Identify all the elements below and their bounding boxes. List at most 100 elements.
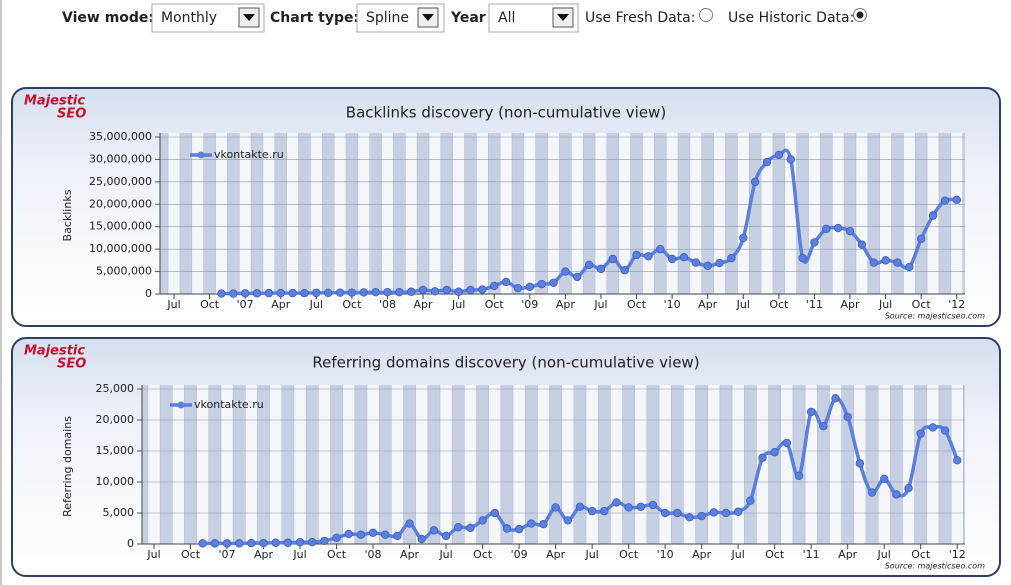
logo-text: Majestic — [24, 94, 85, 109]
x-tick-label: Apr — [841, 298, 861, 311]
data-point — [240, 289, 250, 298]
data-point — [608, 254, 618, 264]
y-axis-label: Referring domains — [61, 416, 74, 517]
x-tick-label: Apr — [271, 298, 291, 311]
x-tick-label: Oct — [627, 298, 647, 311]
plot-band — [817, 385, 830, 544]
y-tick-label: 10,000,000 — [89, 242, 152, 255]
data-point — [381, 530, 390, 539]
data-point — [600, 506, 609, 516]
data-point — [276, 288, 285, 298]
data-point — [819, 422, 828, 431]
plot-band — [938, 385, 952, 544]
plot-band — [719, 385, 733, 544]
radio-button[interactable] — [853, 8, 867, 22]
data-point — [798, 253, 807, 263]
data-point — [587, 506, 597, 516]
view-mode-value: Monthly — [161, 10, 217, 26]
x-tick-label: Jul — [438, 548, 452, 561]
x-tick-label: '09 — [521, 298, 538, 311]
data-point — [632, 250, 641, 260]
data-point — [703, 261, 712, 270]
x-tick-label: Oct — [619, 548, 639, 561]
data-point — [928, 211, 938, 220]
data-point — [393, 531, 402, 541]
legend-label: vkontakte.ru — [194, 398, 264, 411]
plot-band — [427, 385, 440, 544]
plot-band — [160, 385, 173, 544]
data-point — [514, 524, 524, 534]
plot-band — [500, 385, 514, 544]
x-tick-label: Jul — [292, 548, 306, 561]
data-point — [537, 279, 546, 289]
x-tick-label: Apr — [556, 298, 576, 311]
plot-band — [403, 385, 416, 544]
data-point — [573, 272, 582, 282]
x-tick-label: '12 — [949, 548, 966, 561]
x-tick-label: Apr — [400, 548, 420, 561]
plot-band — [417, 133, 429, 294]
x-tick-label: '10 — [664, 298, 681, 311]
year-select[interactable]: All — [488, 3, 579, 33]
data-point — [429, 526, 439, 535]
data-point — [454, 287, 463, 296]
data-point — [344, 529, 353, 539]
x-tick-label: Apr — [838, 548, 858, 561]
plot-band — [678, 133, 690, 294]
data-point — [234, 539, 244, 548]
radio-ring — [699, 8, 713, 22]
chart-title: Referring domains discovery (non-cumulat… — [312, 354, 699, 372]
plot-band — [142, 385, 148, 544]
x-tick-label: Oct — [342, 298, 362, 311]
plot-band — [476, 385, 489, 544]
legend-marker — [177, 401, 185, 409]
data-point — [502, 524, 512, 533]
chart-type-select[interactable]: Spline — [356, 3, 445, 33]
y-tick-label: 30,000,000 — [89, 152, 152, 165]
data-point — [928, 423, 938, 432]
x-tick-label: Jul — [309, 298, 323, 311]
plot-band — [298, 133, 311, 294]
plot-band — [274, 133, 287, 294]
data-point — [750, 177, 760, 187]
data-point — [549, 278, 558, 287]
data-point — [855, 459, 865, 468]
data-point — [869, 258, 878, 267]
chart-type-label: Chart type: — [270, 10, 359, 26]
plot-band — [160, 133, 169, 294]
data-point — [466, 285, 475, 295]
plot-band — [306, 385, 319, 544]
data-point — [596, 264, 606, 274]
data-point — [466, 523, 475, 533]
chart-title: Backlinks discovery (non-cumulative view… — [346, 104, 666, 122]
x-tick-label: '08 — [365, 548, 382, 561]
plot-band — [525, 385, 538, 544]
data-point — [513, 283, 523, 293]
plot-band — [915, 133, 928, 294]
view-mode-select[interactable]: Monthly — [151, 3, 265, 33]
x-tick-label: Jul — [584, 548, 598, 561]
data-point — [312, 288, 321, 298]
x-tick-label: Jul — [878, 298, 892, 311]
data-point — [782, 438, 792, 448]
data-point — [952, 195, 961, 204]
logo-text: SEO — [57, 107, 86, 122]
data-point — [259, 538, 268, 548]
data-point — [335, 288, 345, 297]
data-point — [833, 223, 843, 233]
data-point — [359, 288, 368, 297]
x-tick-label: Jul — [593, 298, 607, 311]
data-point — [880, 474, 889, 484]
data-point — [916, 429, 925, 438]
data-point — [563, 516, 572, 525]
radio-button[interactable] — [699, 8, 713, 22]
data-point — [383, 288, 392, 297]
historic-data-label: Use Historic Data: — [728, 10, 854, 26]
data-point — [478, 516, 487, 525]
data-point — [198, 539, 207, 548]
data-point — [904, 484, 913, 493]
y-tick-label: 25,000,000 — [89, 175, 152, 188]
plot-band — [962, 133, 965, 294]
x-tick-label: Oct — [200, 298, 220, 311]
